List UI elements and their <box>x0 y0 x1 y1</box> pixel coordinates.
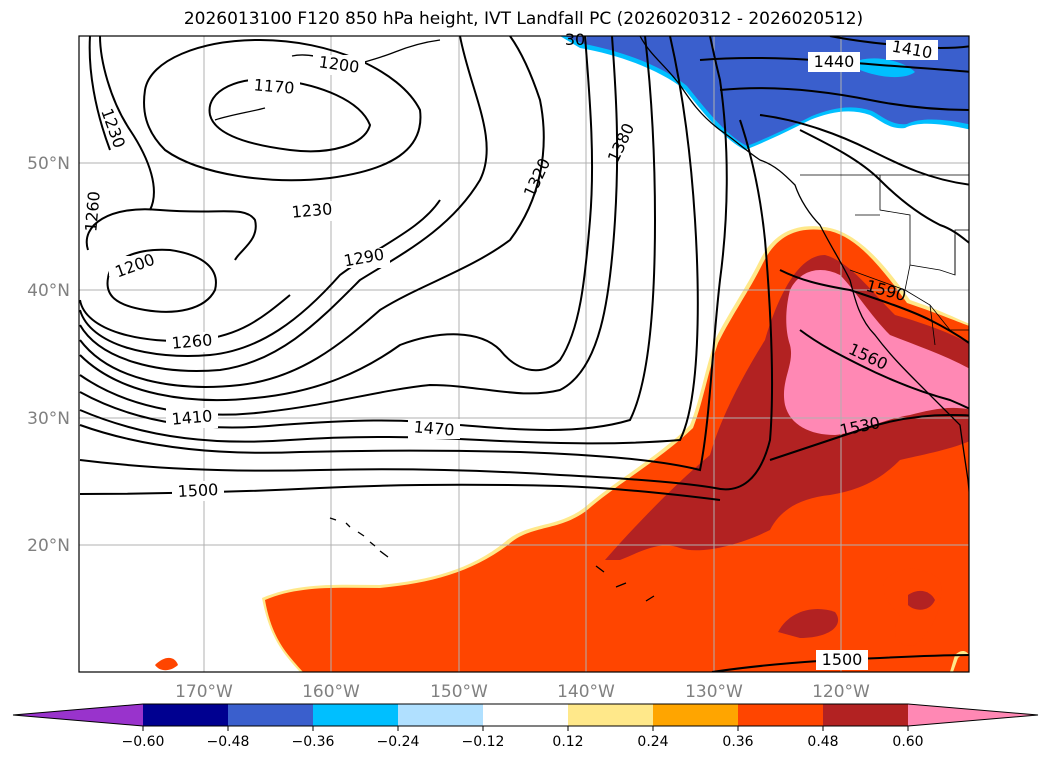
colorbar-tick-label: 0.12 <box>552 734 583 750</box>
lat-label: 30°N <box>27 409 70 429</box>
lon-label: 120°W <box>812 682 870 702</box>
colorbar-tick-label: −0.24 <box>377 734 420 750</box>
map-title: 2026013100 F120 850 hPa height, IVT Land… <box>183 9 864 29</box>
contour-label: 1170 <box>253 75 295 97</box>
state-borders <box>800 174 969 346</box>
colorbar-segment <box>483 704 568 726</box>
contour-label: 1500 <box>822 650 863 669</box>
colorbar-segment <box>143 704 228 726</box>
ivt-positive-region <box>155 226 969 672</box>
colorbar-segment <box>823 704 908 726</box>
colorbar-extend-max <box>908 704 1038 726</box>
lat-label: 50°N <box>27 154 70 174</box>
colorbar-tick-label: 0.48 <box>807 734 838 750</box>
contour-label: 1470 <box>413 417 455 439</box>
colorbar-tick-label: −0.48 <box>207 734 250 750</box>
contour-label: 30 <box>565 30 585 49</box>
longitude-labels: 170°W 160°W 150°W 140°W 130°W 120°W <box>175 682 870 702</box>
contour-label: 1260 <box>171 330 213 352</box>
contour-label: 1410 <box>171 406 213 428</box>
colorbar-segment <box>653 704 738 726</box>
lon-label: 160°W <box>302 682 360 702</box>
graticule <box>79 36 969 672</box>
colorbar-segment <box>313 704 398 726</box>
colorbar-tick-label: 0.60 <box>892 734 923 750</box>
colorbar-tick-label: 0.36 <box>722 734 753 750</box>
contour-label: 1440 <box>814 52 855 71</box>
colorbar-segment <box>738 704 823 726</box>
lon-label: 140°W <box>557 682 615 702</box>
height-contours <box>79 36 969 672</box>
lon-label: 170°W <box>175 682 233 702</box>
colorbar-tick-label: −0.12 <box>462 734 505 750</box>
colorbar-segment <box>398 704 483 726</box>
colorbar: −0.60 −0.48 −0.36 −0.24 −0.12 0.12 0.24 0.36 0.4… <box>12 703 1039 750</box>
colorbar-extend-min <box>13 704 143 726</box>
colorbar-segment <box>568 704 653 726</box>
colorbar-segment <box>228 704 313 726</box>
lon-label: 130°W <box>685 682 743 702</box>
contour-label: 1230 <box>291 199 333 221</box>
colorbar-tick-label: −0.60 <box>122 734 165 750</box>
lon-label: 150°W <box>430 682 488 702</box>
contour-label: 1260 <box>81 190 103 232</box>
lat-label: 40°N <box>27 281 70 301</box>
map-frame <box>78 35 970 673</box>
latitude-labels: 50°N 40°N 30°N 20°N <box>27 154 70 556</box>
contour-label: 1500 <box>177 480 219 501</box>
colorbar-tick-label: 0.24 <box>637 734 668 750</box>
lat-label: 20°N <box>27 536 70 556</box>
colorbar-tick-label: −0.36 <box>292 734 335 750</box>
